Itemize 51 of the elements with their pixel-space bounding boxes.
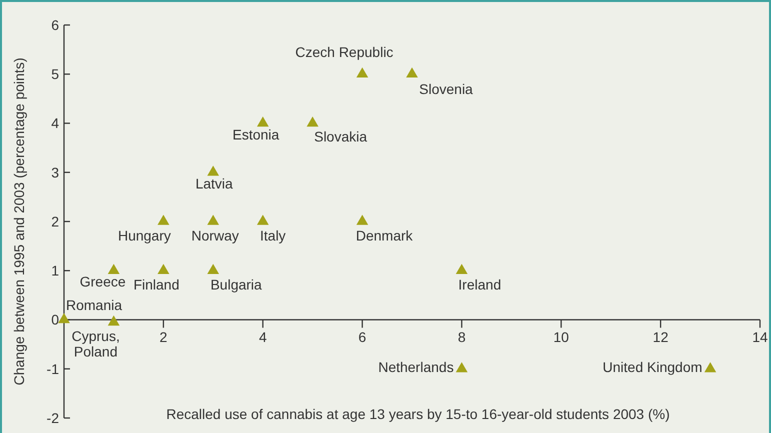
annotation: Slovakia (314, 128, 368, 144)
point (207, 166, 220, 176)
point (456, 264, 468, 274)
annotation: Norway (191, 228, 239, 244)
x-axis-title: Recalled use of cannabis at age 13 years by 15-to 16-year-old students 2003 (%) (166, 406, 670, 422)
x-tick-label: 6 (358, 328, 366, 345)
x-tick-label: 4 (258, 328, 267, 345)
point (158, 264, 170, 274)
y-axis-title: Change between 1995 and 2003 (percentage points) (11, 58, 27, 386)
point (256, 116, 269, 127)
annotation: Denmark (356, 228, 414, 244)
annotation: Greece (80, 274, 126, 290)
x-tick-label: 8 (458, 328, 466, 345)
x-tick-label: 12 (652, 328, 669, 345)
point (207, 214, 220, 225)
point (306, 116, 318, 127)
annotation: Romania (66, 296, 122, 313)
annotation: Bulgaria (210, 276, 262, 293)
annotation: Italy (260, 228, 286, 244)
point (158, 214, 170, 225)
annotation: Hungary (118, 228, 171, 244)
x-tick-label: 2 (160, 328, 168, 345)
annotation: Estonia (232, 126, 280, 142)
annotation: Netherlands (378, 358, 454, 375)
y-tick-label: 4 (51, 115, 60, 132)
y-tick-label: 2 (51, 213, 60, 230)
annotation: Ireland (458, 276, 502, 293)
y-tick-label: 1 (51, 262, 60, 279)
point (456, 362, 468, 372)
point (704, 362, 716, 372)
point (406, 67, 418, 78)
y-tick-label: -2 (46, 410, 60, 426)
x-tick-label: 14 (752, 328, 768, 345)
annotation: Cyprus, Poland (72, 328, 120, 360)
point (356, 67, 368, 78)
point (256, 214, 269, 225)
annotation: Finland (133, 276, 180, 293)
y-tick-label: 5 (51, 66, 60, 82)
annotation: Latvia (195, 175, 234, 192)
x-tick-label: 10 (553, 328, 570, 345)
point (207, 264, 220, 274)
point (108, 264, 120, 274)
point (108, 315, 120, 326)
y-tick-label: 6 (51, 16, 60, 33)
point (356, 214, 368, 225)
y-tick-label: 3 (51, 164, 60, 180)
annotation: United Kingdom (602, 358, 702, 375)
annotation: Czech Republic (295, 44, 394, 60)
annotation: Slovenia (419, 81, 474, 98)
y-tick-label: 0 (51, 312, 60, 328)
y-tick-label: -1 (46, 360, 60, 377)
